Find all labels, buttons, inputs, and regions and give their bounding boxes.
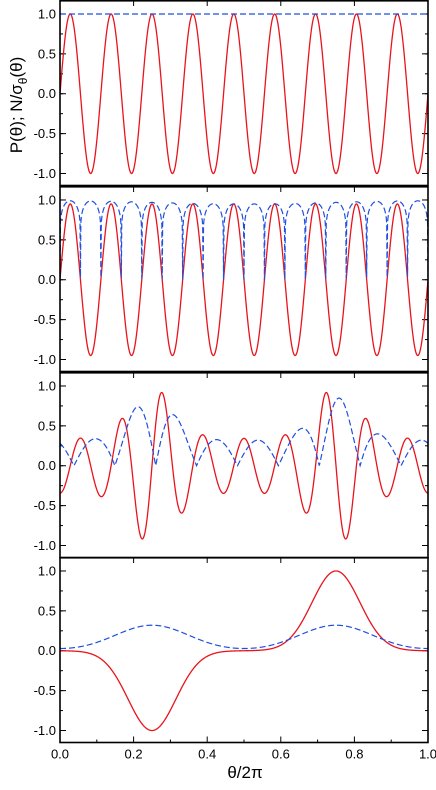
panel-frame bbox=[59, 371, 429, 559]
x-axis: 0.0 0.2 0.4 0.6 0.8 1.0 bbox=[51, 1, 436, 762]
series-dashed-line bbox=[60, 200, 428, 281]
y-axis-title: P(θ); N/σθ(θ) bbox=[7, 57, 30, 154]
y-tick-label: 1.0 bbox=[38, 563, 56, 578]
y-tick-label: 1.0 bbox=[38, 6, 56, 21]
y-tick-label: -0.5 bbox=[34, 683, 56, 698]
x-tick-label: 0.0 bbox=[51, 747, 69, 762]
series-dashed-line bbox=[60, 624, 428, 650]
x-tick-label: 0.6 bbox=[272, 747, 290, 762]
y-tick-label: -1.0 bbox=[34, 538, 56, 553]
x-tick-label: 0.2 bbox=[125, 747, 143, 762]
series-dashed-line bbox=[60, 397, 428, 468]
y-tick-label: 0.0 bbox=[38, 458, 56, 473]
series-solid-line bbox=[60, 570, 428, 732]
panel-4: -1.0 -0.5 0.0 0.5 1.0 bbox=[34, 556, 429, 744]
x-axis-title: θ/2π bbox=[227, 763, 262, 782]
x-tick-label: 0.4 bbox=[198, 747, 216, 762]
y-tick-label: 0.5 bbox=[38, 232, 56, 247]
y-tick-label: 1.0 bbox=[38, 378, 56, 393]
y-tick-label: 0.0 bbox=[38, 643, 56, 658]
panels-group: -1.0 -0.5 0.0 0.5 1.0 -1.0 -0.5 0.0 0.5 1.0 -1.0 -0… bbox=[34, 0, 429, 744]
y-axis-title-main: P(θ); N/σ bbox=[7, 84, 26, 154]
series-solid-line bbox=[60, 391, 428, 540]
y-tick-label: 0.5 bbox=[38, 46, 56, 61]
y-tick-label: -1.0 bbox=[34, 723, 56, 738]
series-solid-line bbox=[60, 13, 428, 175]
y-tick-label: -0.5 bbox=[34, 498, 56, 513]
y-tick-label: 0.0 bbox=[38, 272, 56, 287]
y-axis-title-tail: (θ) bbox=[7, 57, 26, 78]
x-tick-label: 0.8 bbox=[345, 747, 363, 762]
y-tick-label: -1.0 bbox=[34, 352, 56, 367]
y-tick-label: 1.0 bbox=[38, 192, 56, 207]
y-tick-label: 0.0 bbox=[38, 86, 56, 101]
x-tick-label: 1.0 bbox=[419, 747, 436, 762]
y-tick-label: 0.5 bbox=[38, 603, 56, 618]
panel-3: -1.0 -0.5 0.0 0.5 1.0 bbox=[34, 371, 429, 559]
y-tick-label: -0.5 bbox=[34, 126, 56, 141]
panel-2: -1.0 -0.5 0.0 0.5 1.0 bbox=[34, 186, 429, 373]
y-tick-label: 0.5 bbox=[38, 418, 56, 433]
panel-frame bbox=[59, 186, 429, 373]
y-tick-label: -1.0 bbox=[34, 166, 56, 181]
y-tick-label: -0.5 bbox=[34, 312, 56, 327]
y-axis-title-subscript: θ bbox=[16, 77, 30, 84]
panel-1: -1.0 -0.5 0.0 0.5 1.0 bbox=[34, 0, 429, 187]
panel-frame bbox=[59, 0, 429, 187]
